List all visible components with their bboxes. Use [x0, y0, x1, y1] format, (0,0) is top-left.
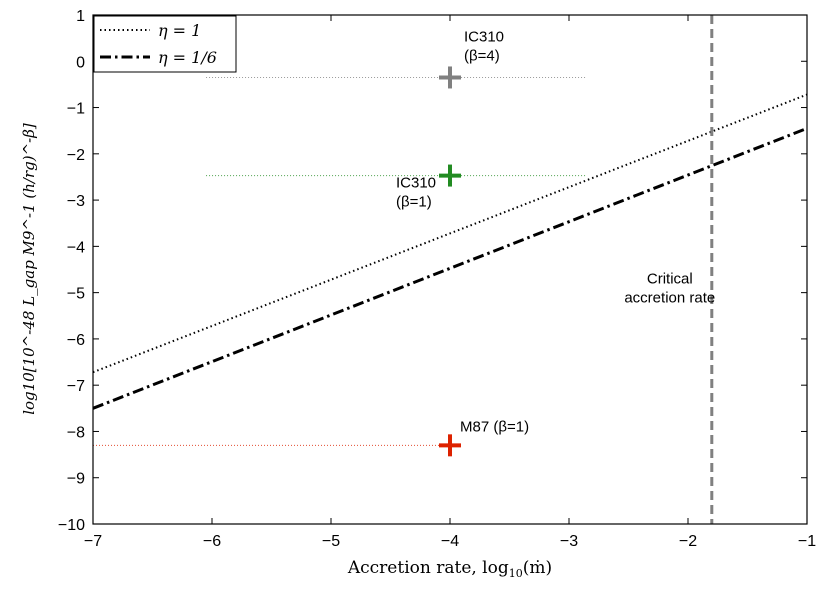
legend: η = 1 η = 1/6 — [93, 15, 237, 73]
x-tick-label-0: −7 — [84, 533, 102, 550]
y-tick-label-8: −7 — [67, 378, 85, 395]
legend-label-0: η = 1 — [158, 21, 201, 40]
y-tick-label-11: −10 — [58, 517, 85, 534]
x-tick-label-2: −5 — [322, 533, 340, 550]
x-tick-label-4: −3 — [560, 533, 578, 550]
y-tick-label-4: −3 — [67, 193, 85, 210]
marker-label-2: M87 (β=1) — [460, 418, 529, 435]
y-tick-label-0: 1 — [76, 8, 85, 25]
y-tick-label-3: −2 — [67, 147, 85, 164]
legend-box — [93, 15, 237, 73]
y-tick-label-5: −4 — [67, 239, 85, 256]
marker-2 — [439, 434, 461, 457]
marker-label-0: IC310 (β=4) — [464, 28, 504, 64]
y-tick-label-1: 0 — [76, 54, 85, 71]
marker-1 — [439, 164, 461, 187]
series-line-1 — [92, 126, 808, 410]
marker-0 — [439, 66, 461, 89]
x-tick-label-6: −1 — [798, 533, 816, 550]
x-tick-label-1: −6 — [203, 533, 221, 550]
y-tick-label-6: −5 — [67, 286, 85, 303]
series-line-0 — [92, 93, 808, 374]
x-axis-label: Accretion rate, log10(ṁ) — [347, 558, 552, 580]
y-tick-label-10: −9 — [67, 471, 85, 488]
y-tick-label-2: −1 — [67, 101, 85, 118]
x-tick-label-3: −4 — [441, 533, 459, 550]
x-tick-label-5: −2 — [679, 533, 697, 550]
y-tick-label-9: −8 — [67, 424, 85, 441]
legend-label-1: η = 1/6 — [158, 48, 217, 67]
y-tick-label-7: −6 — [67, 332, 85, 349]
y-axis-label: log10[10^-48 L_gap M9^-1 (h/rg)^-β] — [20, 123, 38, 415]
marker-label-1: IC310 (β=1) — [396, 175, 436, 211]
critical-rate-label: Critical accretion rate — [624, 270, 715, 306]
